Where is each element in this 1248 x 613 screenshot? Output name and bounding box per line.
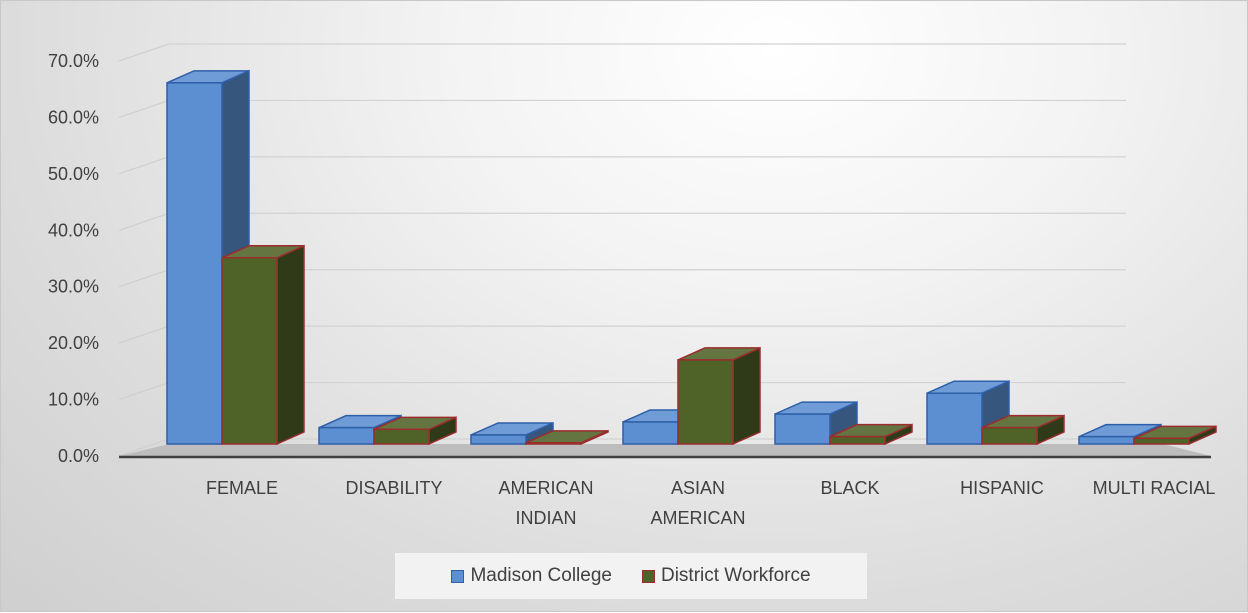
y-tick-label: 20.0% (48, 333, 99, 353)
bar-front (525, 442, 582, 445)
x-tick-label: INDIAN (515, 508, 576, 528)
bar-front (373, 428, 430, 445)
bar-front (470, 434, 527, 445)
bar-front (829, 435, 886, 445)
bar-side (276, 244, 305, 446)
bar-front (774, 413, 831, 445)
gridline-slant (118, 43, 170, 62)
gridline-slant (118, 269, 170, 288)
x-tick-label: AMERICAN (498, 478, 593, 498)
bar-front (677, 359, 734, 445)
y-tick-label: 0.0% (58, 446, 99, 466)
x-tick-label: BLACK (820, 478, 879, 498)
bar-front (981, 426, 1038, 445)
legend-swatch-madison-college (451, 569, 465, 583)
gridline-slant (118, 156, 170, 175)
legend-label-madison-college: Madison College (470, 565, 612, 586)
y-tick-label: 50.0% (48, 164, 99, 184)
gridline-slant (118, 99, 170, 118)
x-tick-label: ASIAN (671, 478, 725, 498)
legend-swatch-district-workforce (641, 569, 655, 583)
legend: Madison College District Workforce (395, 553, 867, 599)
bar-front (166, 82, 223, 445)
x-tick-label: DISABILITY (345, 478, 442, 498)
gridline-slant (118, 212, 170, 231)
gridline-slant (118, 325, 170, 344)
y-tick-label: 70.0% (48, 51, 99, 71)
bar-front (622, 421, 679, 445)
gridline-slant (118, 382, 170, 401)
legend-item-district-workforce: District Workforce (641, 565, 811, 587)
x-tick-label: MULTI RACIAL (1093, 478, 1216, 498)
y-tick-label: 10.0% (48, 390, 99, 410)
y-tick-label: 60.0% (48, 107, 99, 127)
gridline-slant (118, 438, 170, 457)
x-tick-label: AMERICAN (650, 508, 745, 528)
x-tick-label: HISPANIC (960, 478, 1044, 498)
y-tick-label: 30.0% (48, 277, 99, 297)
bar-side (732, 346, 761, 446)
bar-front (221, 257, 278, 445)
legend-label-district-workforce: District Workforce (660, 565, 811, 586)
bar-front (1078, 435, 1135, 445)
chart-floor (119, 444, 1211, 456)
bar-front (926, 392, 983, 445)
y-tick-label: 40.0% (48, 220, 99, 240)
bar-front (318, 426, 375, 445)
legend-item-madison-college: Madison College (451, 565, 612, 587)
bar-front (1133, 437, 1190, 445)
x-tick-label: FEMALE (206, 478, 278, 498)
